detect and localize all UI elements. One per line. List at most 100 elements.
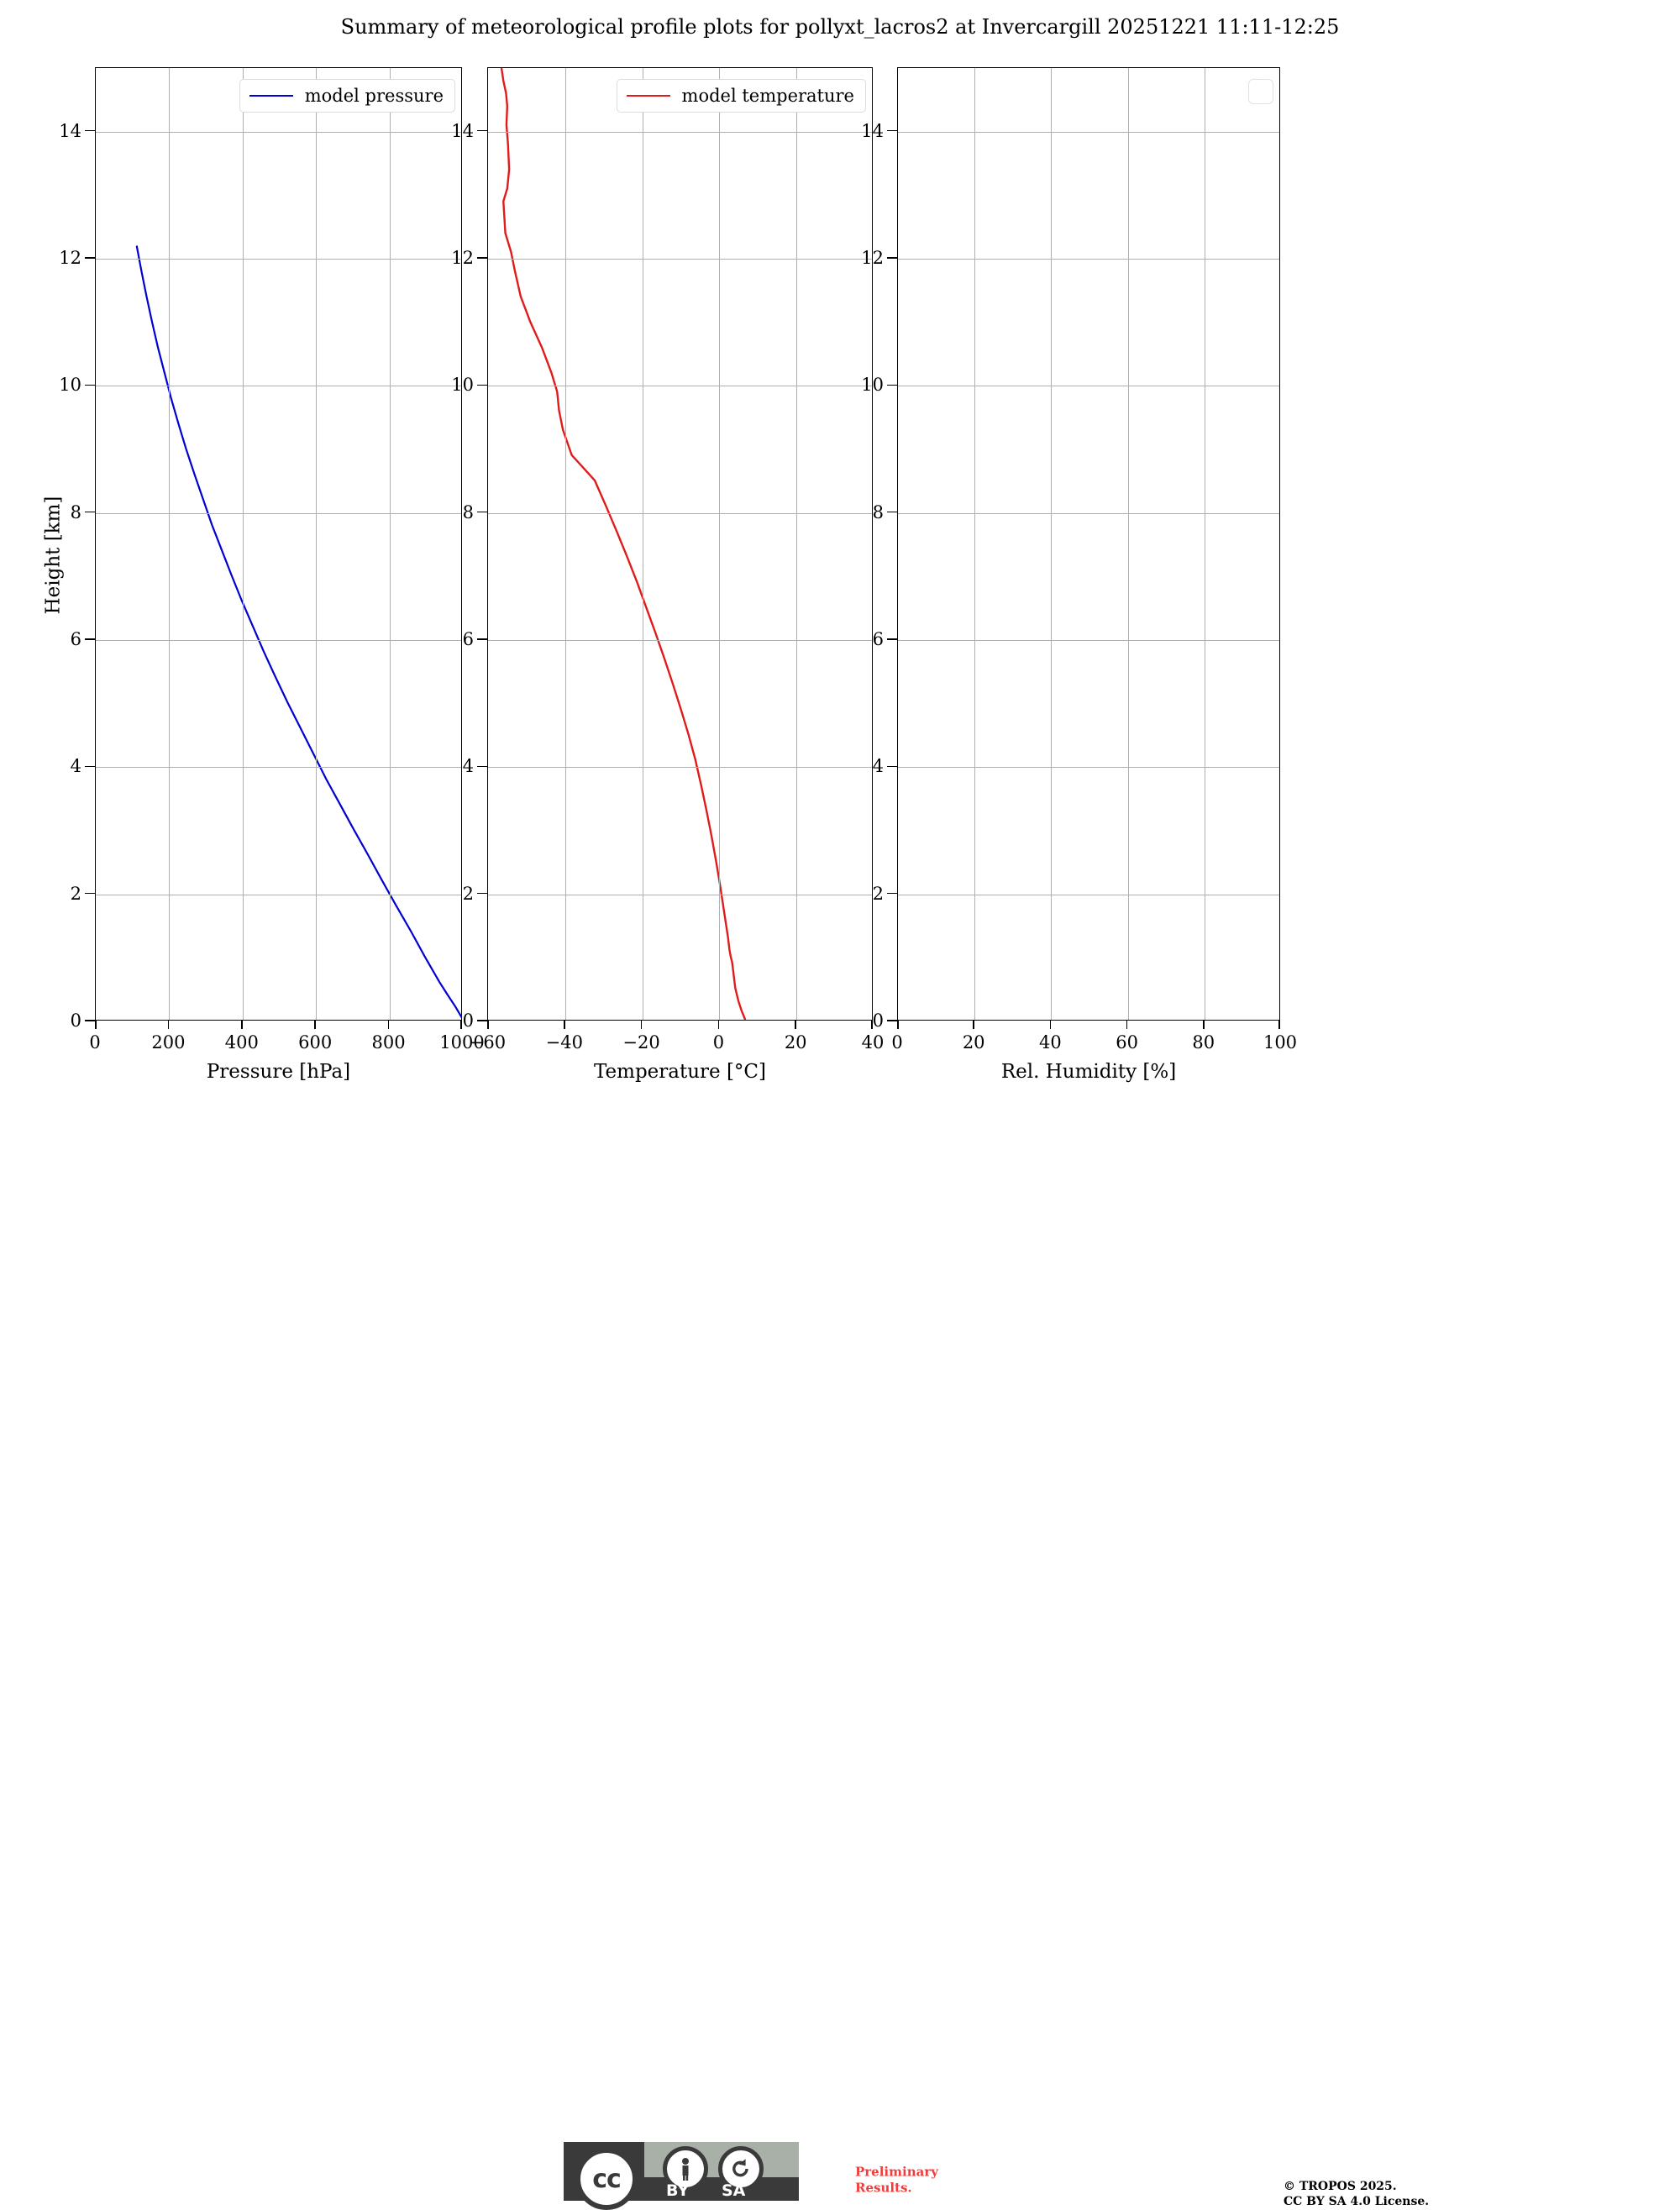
y-axis-tick [887, 638, 897, 640]
y-axis-tick [85, 1020, 95, 1021]
y-axis-tick-label: 8 [462, 501, 474, 522]
legend-pressure[interactable]: model pressure [239, 79, 455, 113]
legend-humidity-empty[interactable] [1248, 79, 1273, 104]
pressure-curve [135, 245, 461, 1019]
figure-footer: cc BY SA Preliminary Results. [0, 1063, 1680, 2210]
x-axis-tick [1126, 1021, 1128, 1029]
y-axis-tick-label: 10 [861, 375, 884, 396]
x-axis-tick [1049, 1021, 1052, 1029]
x-axis-tick [241, 1021, 243, 1029]
copyright-line-1: © TROPOS 2025. [1284, 2179, 1397, 2193]
legend-temperature[interactable]: model temperature [616, 79, 866, 113]
y-axis-tick-label: 4 [872, 756, 884, 777]
copyright-note: © TROPOS 2025. CC BY SA 4.0 License. [1284, 2179, 1429, 2209]
y-axis-tick [85, 511, 95, 513]
x-axis-tick-label: 100 [1263, 1032, 1298, 1053]
y-axis-tick-label: 6 [462, 629, 474, 649]
plot-area-pressure[interactable] [95, 67, 462, 1021]
gridline-horizontal [898, 131, 1279, 133]
gridline-vertical [974, 68, 976, 1020]
plot-area-humidity[interactable] [897, 67, 1280, 1021]
y-axis-tick [85, 892, 95, 895]
x-axis-tick-label: 600 [298, 1032, 333, 1053]
y-axis-tick-label: 4 [462, 756, 474, 777]
x-axis-tick-label: 400 [224, 1032, 259, 1053]
legend-swatch-model-pressure [249, 95, 293, 97]
gridline-horizontal [898, 512, 1279, 514]
gridline-vertical [564, 68, 566, 1020]
y-axis-tick [477, 257, 487, 259]
x-axis-tick [795, 1021, 796, 1029]
y-axis-tick [85, 765, 95, 768]
gridline-horizontal [96, 767, 461, 769]
preliminary-results-note: Preliminary Results. [855, 2164, 938, 2196]
gridline-horizontal [96, 640, 461, 641]
gridline-vertical [1127, 68, 1129, 1020]
y-axis-tick [477, 384, 487, 386]
y-axis-tick [477, 892, 487, 895]
y-axis-tick [887, 765, 897, 768]
x-axis-tick [314, 1021, 316, 1029]
gridline-horizontal [96, 259, 461, 260]
y-axis-tick-label: 0 [872, 1011, 884, 1031]
x-axis-tick-label: 20 [962, 1032, 985, 1053]
x-axis-tick [487, 1021, 489, 1029]
x-axis-tick-label: 40 [1039, 1032, 1062, 1053]
gridline-vertical [316, 68, 318, 1020]
gridline-vertical [389, 68, 391, 1020]
y-axis-tick [477, 765, 487, 768]
y-axis-tick [887, 892, 897, 895]
gridline-vertical [169, 68, 171, 1020]
creative-commons-badge: cc BY SA [561, 2139, 801, 2210]
cc-logo-icon: cc [575, 2148, 638, 2210]
y-axis-tick-label: 0 [462, 1011, 474, 1031]
gridline-horizontal [898, 767, 1279, 769]
x-axis-tick-label: 0 [891, 1032, 903, 1053]
y-axis-tick-label: 2 [70, 883, 81, 904]
gridline-horizontal [488, 640, 872, 641]
x-axis-tick [871, 1021, 873, 1029]
legend-label-model-temperature: model temperature [681, 86, 854, 106]
y-axis-tick [887, 257, 897, 259]
meteorological-profile-figure: Summary of meteorological profile plots … [0, 15, 1680, 2210]
y-axis-tick-label: 4 [70, 756, 81, 777]
gridline-vertical [242, 68, 244, 1020]
y-axis-tick-label: 2 [462, 883, 474, 904]
x-axis-tick-label: 80 [1192, 1032, 1215, 1053]
legend-label-model-pressure: model pressure [304, 86, 444, 106]
x-axis-tick [387, 1021, 390, 1029]
y-axis-tick-label: 0 [70, 1011, 81, 1031]
y-axis-tick [887, 511, 897, 513]
panel-humidity: Rel. Humidity [%] 0 2 4 6 8 10 12 14 0 20 40 60 80 10… [861, 67, 1297, 1083]
x-axis-tick [1278, 1021, 1280, 1029]
y-axis-tick [85, 638, 95, 640]
x-axis-tick-label: −40 [545, 1032, 583, 1053]
gridline-vertical [719, 68, 721, 1020]
y-axis-label: Height [km] [42, 496, 65, 614]
gridline-vertical [1051, 68, 1053, 1020]
y-axis-tick-label: 14 [59, 120, 81, 141]
gridline-horizontal [96, 512, 461, 514]
y-axis-tick-label: 6 [70, 629, 81, 649]
cc-by-label: BY [666, 2181, 690, 2200]
y-axis-tick-label: 10 [451, 375, 474, 396]
x-axis-label-humidity: Rel. Humidity [%] [1000, 1061, 1177, 1083]
x-axis-tick [717, 1021, 720, 1029]
y-axis-tick [85, 384, 95, 386]
copyright-line-2: CC BY SA 4.0 License. [1284, 2195, 1430, 2208]
temperature-curve [500, 68, 747, 1020]
y-axis-tick [85, 257, 95, 259]
gridline-horizontal [96, 131, 461, 133]
x-axis-tick [897, 1021, 899, 1029]
x-axis-tick-label: 60 [1116, 1032, 1138, 1053]
x-axis-label-temperature: Temperature [°C] [593, 1061, 767, 1083]
y-axis-tick [887, 1020, 897, 1021]
y-axis-tick [477, 1020, 487, 1021]
plot-area-temperature[interactable] [487, 67, 873, 1021]
y-axis-tick-label: 14 [861, 120, 884, 141]
x-axis-tick [95, 1021, 97, 1029]
gridline-horizontal [898, 259, 1279, 260]
gridline-vertical [796, 68, 798, 1020]
x-axis-tick-label: 0 [712, 1032, 725, 1053]
x-axis-label-pressure: Pressure [hPa] [206, 1061, 351, 1083]
